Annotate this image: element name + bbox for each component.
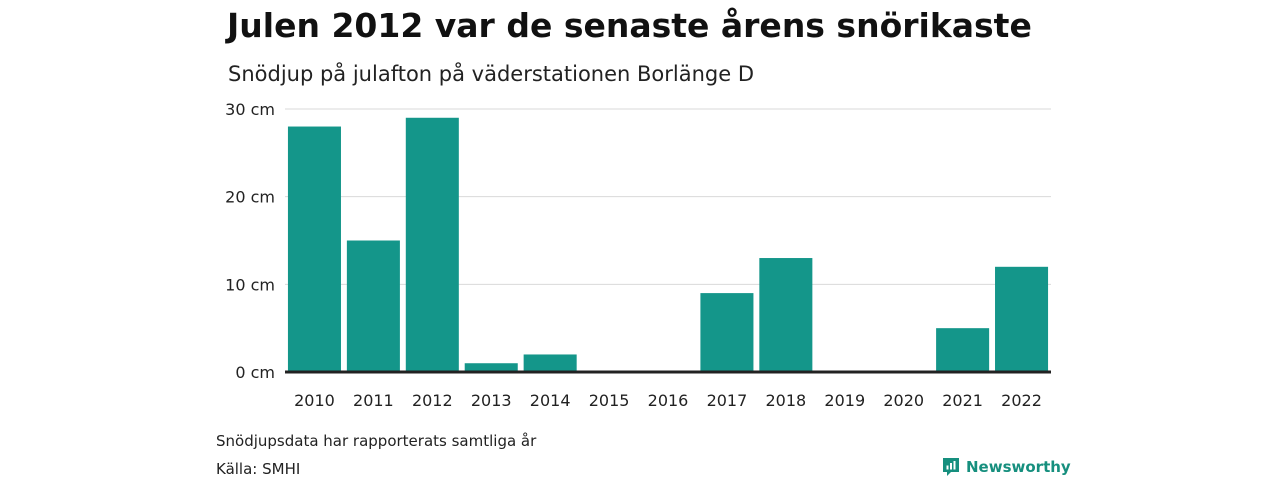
x-tick-label: 2017 bbox=[707, 391, 748, 410]
y-tick-label: 10 cm bbox=[225, 275, 275, 294]
x-tick-label: 2010 bbox=[294, 391, 335, 410]
newsworthy-logo-icon bbox=[943, 458, 959, 476]
bar-2017 bbox=[700, 293, 754, 372]
y-tick-label: 20 cm bbox=[225, 188, 275, 207]
x-tick-label: 2019 bbox=[824, 391, 865, 410]
x-tick-label: 2012 bbox=[412, 391, 453, 410]
bar-2013 bbox=[464, 363, 518, 372]
bar-2022 bbox=[995, 266, 1049, 372]
bar-2018 bbox=[759, 258, 813, 372]
brand-name: Newsworthy bbox=[966, 458, 1071, 476]
bar-2021 bbox=[936, 328, 990, 372]
x-tick-label: 2015 bbox=[589, 391, 630, 410]
x-tick-label: 2011 bbox=[353, 391, 394, 410]
brand-logo[interactable]: Newsworthy bbox=[942, 457, 1071, 477]
source-credit: Källa: SMHI bbox=[216, 460, 301, 478]
x-tick-label: 2013 bbox=[471, 391, 512, 410]
x-tick-label: 2014 bbox=[530, 391, 571, 410]
bar-2012 bbox=[405, 117, 459, 373]
bar-chart: 0 cm 10 cm 20 cm 30 cm 2010 2011 2012 2013 2014… bbox=[225, 100, 1051, 410]
y-tick-label: 30 cm bbox=[225, 100, 275, 119]
bar-2014 bbox=[523, 354, 577, 372]
x-tick-label: 2020 bbox=[883, 391, 924, 410]
x-tick-label: 2022 bbox=[1001, 391, 1042, 410]
x-tick-label: 2021 bbox=[942, 391, 983, 410]
x-tick-label: 2016 bbox=[648, 391, 689, 410]
chart-title: Julen 2012 var de senaste årens snörikas… bbox=[227, 6, 1032, 45]
x-tick-label: 2018 bbox=[765, 391, 806, 410]
data-note: Snödjupsdata har rapporterats samtliga å… bbox=[216, 432, 537, 450]
chart-subtitle: Snödjup på julafton på väderstationen Bo… bbox=[228, 62, 755, 86]
bar-2010 bbox=[287, 126, 341, 373]
bar-2011 bbox=[346, 240, 400, 372]
y-tick-label: 0 cm bbox=[235, 363, 275, 382]
